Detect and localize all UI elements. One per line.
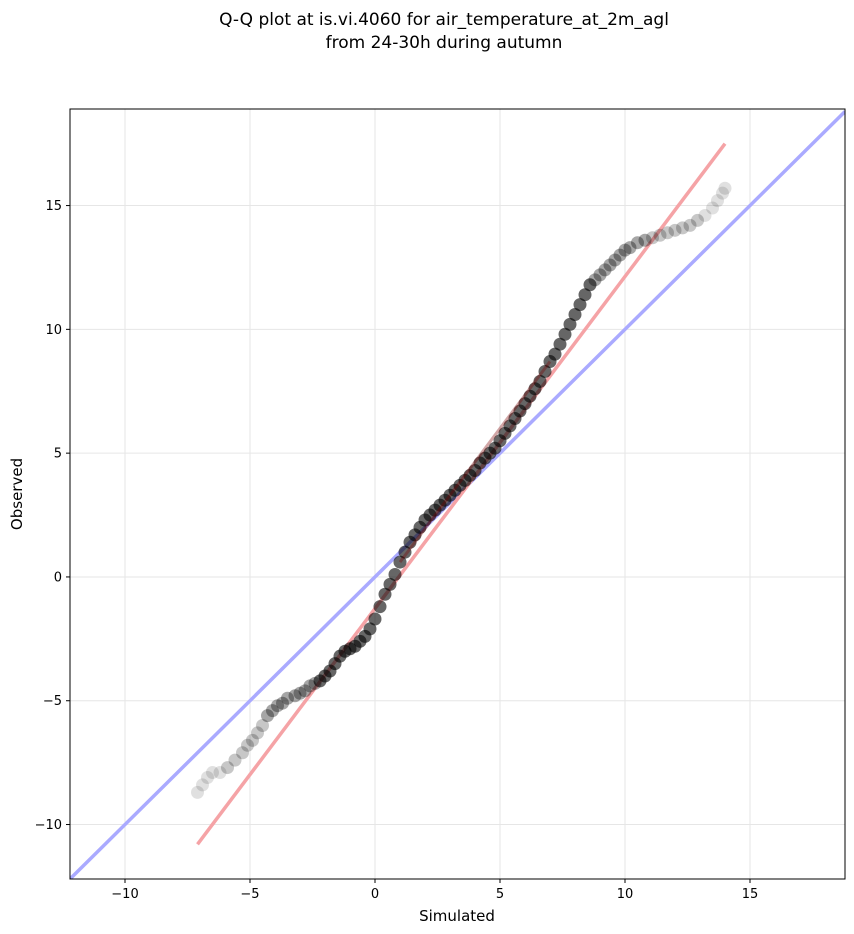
- grid: [70, 109, 845, 879]
- data-point: [568, 307, 582, 321]
- data-point: [676, 221, 689, 235]
- data-point: [288, 689, 302, 703]
- data-point: [293, 686, 307, 700]
- x-tick-label: 10: [617, 887, 634, 902]
- data-point: [533, 374, 547, 388]
- data-point: [683, 218, 697, 232]
- data-point: [538, 364, 552, 378]
- data-point: [573, 298, 587, 312]
- chart-title-line-1: Q-Q plot at is.vi.4060 for air_temperatu…: [219, 10, 669, 30]
- data-point: [373, 600, 387, 614]
- data-point: [228, 753, 242, 767]
- data-point: [706, 201, 719, 215]
- data-point: [718, 181, 732, 195]
- fit-line: [196, 142, 727, 846]
- data-point: [638, 233, 652, 247]
- y-tick-label: −5: [43, 694, 62, 709]
- x-tick-label: 0: [371, 887, 379, 902]
- data-point: [661, 226, 674, 240]
- fit-line-overlay: [398, 360, 552, 563]
- data-point: [206, 766, 219, 780]
- data-point: [393, 555, 407, 569]
- data-point: [613, 248, 627, 262]
- data-point: [563, 317, 577, 331]
- data-point: [276, 696, 289, 710]
- data-point: [618, 243, 632, 257]
- data-point: [646, 231, 659, 245]
- y-tick-label: 15: [45, 199, 62, 214]
- data-point: [398, 545, 412, 559]
- data-point: [583, 278, 597, 292]
- data-point: [383, 577, 397, 591]
- y-tick-label: 0: [54, 570, 62, 585]
- data-point: [631, 236, 644, 250]
- data-point: [236, 746, 249, 760]
- data-point: [298, 684, 312, 698]
- data-point: [598, 263, 612, 277]
- y-tick-label: 10: [45, 323, 62, 338]
- data-point: [588, 273, 602, 287]
- data-point: [548, 347, 562, 361]
- data-point: [303, 679, 317, 693]
- data-point: [241, 738, 254, 752]
- data-point: [553, 337, 567, 351]
- data-point: [266, 704, 279, 718]
- data-point: [261, 709, 274, 723]
- data-point: [221, 761, 234, 775]
- data-point: [246, 733, 259, 747]
- data-point: [363, 622, 377, 636]
- chart-title-line-2: from 24-30h during autumn: [326, 33, 563, 53]
- data-point: [698, 208, 712, 222]
- data-point: [623, 241, 637, 255]
- data-point: [191, 785, 204, 799]
- y-tick-label: 5: [54, 447, 62, 462]
- data-point: [668, 223, 682, 237]
- data-point: [281, 691, 294, 705]
- data-point: [368, 612, 382, 626]
- data-point: [578, 288, 592, 302]
- data-point: [201, 770, 214, 784]
- x-tick-label: 5: [496, 887, 504, 902]
- data-point: [593, 268, 607, 282]
- plot-frame: [69, 108, 846, 880]
- data-point: [716, 186, 729, 200]
- y-tick-label: −10: [35, 818, 62, 833]
- x-axis-label: Simulated: [419, 907, 495, 925]
- data-point: [251, 726, 264, 740]
- data-point: [256, 718, 269, 732]
- x-tick-label: −10: [111, 887, 138, 902]
- data-point: [378, 587, 392, 601]
- data-point: [558, 327, 572, 341]
- data-point: [388, 567, 402, 581]
- data-point: [196, 778, 209, 792]
- data-point: [608, 253, 622, 267]
- series-layer: [70, 110, 845, 879]
- ticks: −10 −5 0 5 10 15 −10 −5 0 5 10 15: [35, 199, 759, 902]
- data-point: [653, 228, 667, 242]
- x-tick-label: 15: [742, 887, 759, 902]
- data-point: [213, 766, 227, 780]
- y-axis-label: Observed: [8, 458, 26, 530]
- data-point: [271, 699, 284, 713]
- x-tick-label: −5: [240, 887, 259, 902]
- data-point: [603, 258, 617, 272]
- data-point: [711, 194, 724, 208]
- data-point: [691, 213, 704, 227]
